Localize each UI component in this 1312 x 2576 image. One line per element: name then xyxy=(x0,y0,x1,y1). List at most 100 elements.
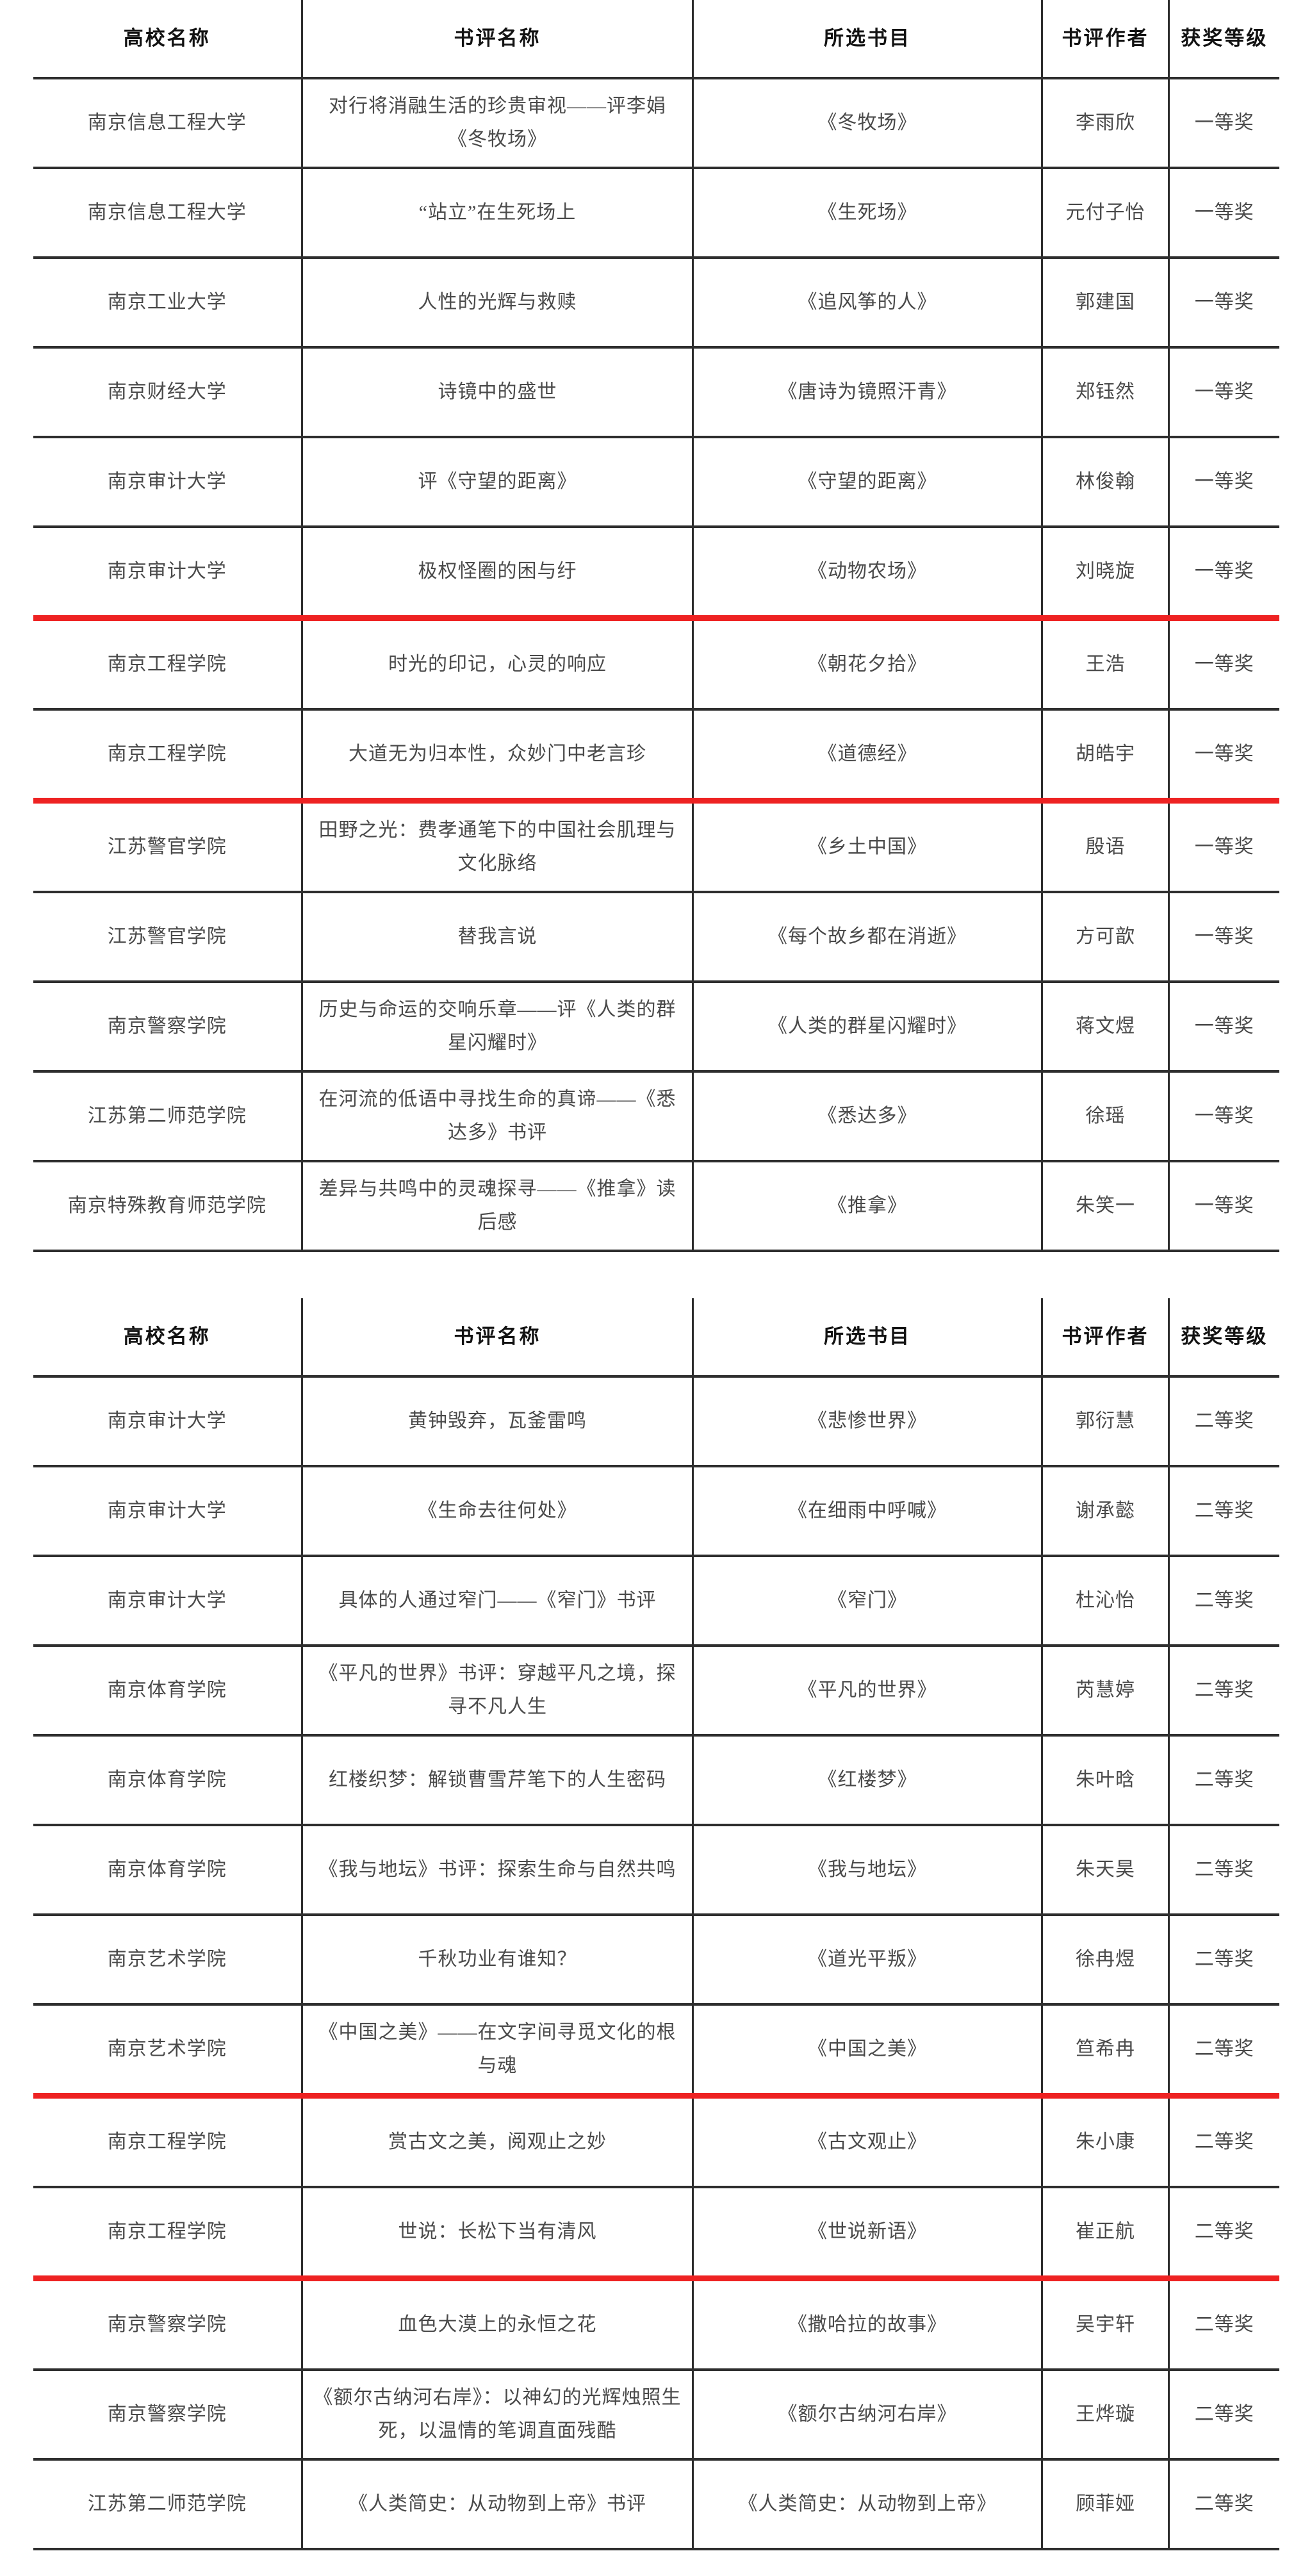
cell-author: 郭衍慧 xyxy=(1041,1375,1170,1467)
cell-school: 南京艺术学院 xyxy=(33,2003,303,2099)
header-row: 高校名称 书评名称 所选书目 书评作者 获奖等级 xyxy=(33,0,1279,79)
cell-review-title: 血色大漠上的永恒之花 xyxy=(301,2277,694,2371)
table-header: 高校名称 书评名称 所选书目 书评作者 获奖等级 xyxy=(33,1298,1279,1378)
cell-review-title: 田野之光：费孝通笔下的中国社会肌理与文化脉络 xyxy=(301,799,694,893)
cell-level: 二等奖 xyxy=(1168,1824,1279,1916)
table-row: 南京财经大学 诗镜中的盛世 《唐诗为镜照汗青》 郑钰然 一等奖 xyxy=(33,346,1279,438)
table-row: 江苏第二师范学院 《人类简史：从动物到上帝》书评 《人类简史：从动物到上帝》 顾菲娅二… xyxy=(33,2458,1279,2550)
cell-school: 南京警察学院 xyxy=(33,980,303,1073)
cell-review-title: 《人类简史：从动物到上帝》书评 xyxy=(301,2458,694,2550)
cell-review-title: 具体的人通过窄门——《窄门》书评 xyxy=(301,1555,694,1647)
table-header: 高校名称 书评名称 所选书目 书评作者 获奖等级 xyxy=(33,0,1279,79)
table-row: 南京体育学院 《我与地坛》书评：探索生命与自然共鸣 《我与地坛》 朱天昊 二等奖 xyxy=(33,1824,1279,1916)
cell-author: 李雨欣 xyxy=(1041,77,1170,169)
cell-author: 郑钰然 xyxy=(1041,346,1170,438)
cell-level: 一等奖 xyxy=(1168,616,1279,711)
column-header-author: 书评作者 xyxy=(1041,1298,1170,1378)
table-row: 南京工业大学 人性的光辉与救赎 《追风筝的人》 郭建国 一等奖 xyxy=(33,256,1279,349)
cell-book: 《唐诗为镜照汗青》 xyxy=(692,346,1043,438)
table-body: 南京审计大学 黄钟毁弃，瓦釜雷鸣 《悲惨世界》 郭衍慧 二等奖 南京审计大学 《生命去往何处… xyxy=(33,1375,1279,2550)
cell-school: 南京体育学院 xyxy=(33,1644,303,1737)
cell-book: 《额尔古纳河右岸》 xyxy=(692,2368,1043,2461)
cell-school: 南京艺术学院 xyxy=(33,1913,303,2006)
cell-school: 南京体育学院 xyxy=(33,1824,303,1916)
cell-book: 《古文观止》 xyxy=(692,2094,1043,2188)
cell-author: 顾菲娅 xyxy=(1041,2458,1170,2550)
table-row: 南京审计大学 黄钟毁弃，瓦釜雷鸣 《悲惨世界》 郭衍慧 二等奖 xyxy=(33,1375,1279,1467)
cell-author: 崔正航 xyxy=(1041,2186,1170,2281)
cell-book: 《世说新语》 xyxy=(692,2186,1043,2281)
cell-review-title: 《额尔古纳河右岸》：以神幻的光辉烛照生死，以温情的笔调直面残酷 xyxy=(301,2368,694,2461)
cell-review-title: 黄钟毁弃，瓦釜雷鸣 xyxy=(301,1375,694,1467)
cell-level: 二等奖 xyxy=(1168,1913,1279,2006)
cell-book: 《追风筝的人》 xyxy=(692,256,1043,349)
cell-level: 一等奖 xyxy=(1168,980,1279,1073)
cell-review-title: 差异与共鸣中的灵魂探寻——《推拿》读后感 xyxy=(301,1160,694,1252)
cell-level: 一等奖 xyxy=(1168,77,1279,169)
cell-review-title: 历史与命运的交响乐章——评《人类的群星闪耀时》 xyxy=(301,980,694,1073)
cell-school: 江苏警官学院 xyxy=(33,799,303,893)
table-row: 南京工程学院 大道无为归本性，众妙门中老言珍 《道德经》 胡皓宇 一等奖 xyxy=(33,708,1279,804)
cell-level: 二等奖 xyxy=(1168,1734,1279,1826)
cell-book: 《每个故乡都在消逝》 xyxy=(692,891,1043,983)
cell-school: 南京信息工程大学 xyxy=(33,77,303,169)
cell-author: 杜沁怡 xyxy=(1041,1555,1170,1647)
cell-review-title: 赏古文之美，阅观止之妙 xyxy=(301,2094,694,2188)
cell-book: 《道德经》 xyxy=(692,708,1043,804)
cell-book: 《窄门》 xyxy=(692,1555,1043,1647)
table-row: 南京体育学院 《平凡的世界》书评：穿越平凡之境，探寻不凡人生 《平凡的世界》 芮慧婷二… xyxy=(33,1644,1279,1737)
cell-level: 一等奖 xyxy=(1168,436,1279,528)
cell-author: 王烨璇 xyxy=(1041,2368,1170,2461)
column-header-author: 书评作者 xyxy=(1041,0,1170,79)
column-header-book: 所选书目 xyxy=(692,1298,1043,1378)
cell-book: 《悲惨世界》 xyxy=(692,1375,1043,1467)
table-row: 南京审计大学 具体的人通过窄门——《窄门》书评 《窄门》 杜沁怡 二等奖 xyxy=(33,1555,1279,1647)
cell-school: 南京工业大学 xyxy=(33,256,303,349)
table-row: 江苏第二师范学院 在河流的低语中寻找生命的真谛——《悉达多》书评 《悉达多》 徐瑶 一等… xyxy=(33,1070,1279,1162)
cell-author: 徐瑶 xyxy=(1041,1070,1170,1162)
cell-book: 《我与地坛》 xyxy=(692,1824,1043,1916)
table-row: 江苏警官学院 替我言说 《每个故乡都在消逝》 方可歆 一等奖 xyxy=(33,891,1279,983)
cell-school: 南京审计大学 xyxy=(33,436,303,528)
cell-book: 《悉达多》 xyxy=(692,1070,1043,1162)
table-row: 南京体育学院 红楼织梦：解锁曹雪芹笔下的人生密码 《红楼梦》 朱叶晗 二等奖 xyxy=(33,1734,1279,1826)
cell-review-title: 人性的光辉与救赎 xyxy=(301,256,694,349)
cell-level: 二等奖 xyxy=(1168,2094,1279,2188)
cell-review-title: 替我言说 xyxy=(301,891,694,983)
cell-review-title: 红楼织梦：解锁曹雪芹笔下的人生密码 xyxy=(301,1734,694,1826)
cell-level: 二等奖 xyxy=(1168,2186,1279,2281)
column-header-school: 高校名称 xyxy=(33,0,303,79)
cell-book: 《冬牧场》 xyxy=(692,77,1043,169)
cell-author: 朱小康 xyxy=(1041,2094,1170,2188)
column-header-level: 获奖等级 xyxy=(1168,0,1279,79)
cell-level: 一等奖 xyxy=(1168,891,1279,983)
cell-school: 南京审计大学 xyxy=(33,1555,303,1647)
cell-book: 《人类简史：从动物到上帝》 xyxy=(692,2458,1043,2550)
cell-school: 南京警察学院 xyxy=(33,2277,303,2371)
table-row: 南京警察学院 血色大漠上的永恒之花 《撒哈拉的故事》 吴宇轩 二等奖 xyxy=(33,2277,1279,2371)
cell-school: 江苏第二师范学院 xyxy=(33,2458,303,2550)
cell-review-title: 世说：长松下当有清风 xyxy=(301,2186,694,2281)
cell-school: 江苏第二师范学院 xyxy=(33,1070,303,1162)
table-row: 南京审计大学 评《守望的距离》 《守望的距离》 林俊翰 一等奖 xyxy=(33,436,1279,528)
cell-book: 《朝花夕拾》 xyxy=(692,616,1043,711)
cell-review-title: 《生命去往何处》 xyxy=(301,1465,694,1557)
cell-author: 徐冉煜 xyxy=(1041,1913,1170,2006)
cell-school: 南京警察学院 xyxy=(33,2368,303,2461)
cell-review-title: 时光的印记，心灵的响应 xyxy=(301,616,694,711)
cell-review-title: 大道无为归本性，众妙门中老言珍 xyxy=(301,708,694,804)
cell-book: 《撒哈拉的故事》 xyxy=(692,2277,1043,2371)
cell-book: 《道光平叛》 xyxy=(692,1913,1043,2006)
cell-review-title: 极权怪圈的困与纡 xyxy=(301,525,694,621)
cell-level: 一等奖 xyxy=(1168,708,1279,804)
cell-author: 王浩 xyxy=(1041,616,1170,711)
cell-school: 南京审计大学 xyxy=(33,1465,303,1557)
table-row: 南京工程学院 赏古文之美，阅观止之妙 《古文观止》 朱小康 二等奖 xyxy=(33,2094,1279,2188)
cell-author: 方可歆 xyxy=(1041,891,1170,983)
cell-author: 郭建国 xyxy=(1041,256,1170,349)
cell-school: 南京审计大学 xyxy=(33,1375,303,1467)
cell-level: 二等奖 xyxy=(1168,2458,1279,2550)
second-prize-table: 高校名称 书评名称 所选书目 书评作者 获奖等级 南京审计大学 黄钟毁弃，瓦釜雷鸣… xyxy=(33,1298,1279,2550)
cell-level: 一等奖 xyxy=(1168,167,1279,259)
